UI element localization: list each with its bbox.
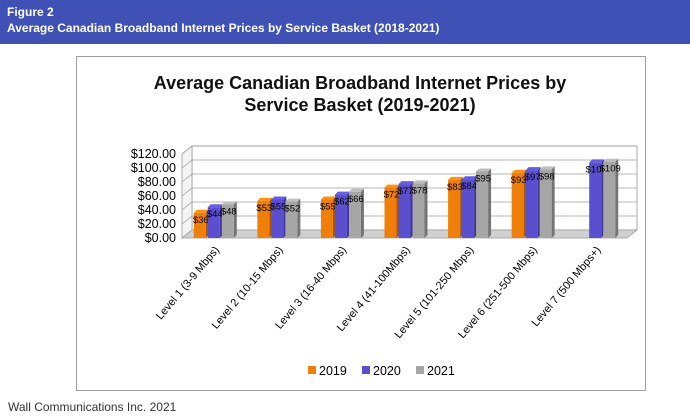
- y-tick-label: $120.00: [131, 147, 176, 161]
- y-tick-label: $60.00: [138, 189, 176, 203]
- bar-top: [539, 166, 555, 170]
- data-label: $55: [270, 202, 286, 213]
- bar-top: [412, 180, 428, 184]
- data-label: $44: [207, 209, 223, 220]
- legend-label: 2021: [427, 364, 455, 378]
- data-label: $84: [461, 181, 477, 192]
- data-label: $109: [600, 164, 621, 175]
- bar: [476, 171, 489, 238]
- y-tick-label: $40.00: [138, 203, 176, 217]
- data-label: $77: [398, 186, 414, 197]
- bar-top: [398, 181, 414, 185]
- y-tick-label: $100.00: [131, 161, 176, 175]
- bar: [412, 183, 425, 238]
- bar-top: [589, 159, 605, 163]
- legend-label: 2019: [319, 364, 347, 378]
- y-tick-label: $0.00: [145, 231, 176, 245]
- bar: [348, 191, 361, 238]
- data-label: $98: [539, 171, 555, 182]
- legend-swatch: [416, 366, 424, 374]
- bar-side: [551, 166, 555, 238]
- figure-title: Average Canadian Broadband Internet Pric…: [7, 21, 440, 35]
- data-label: $72: [384, 190, 400, 201]
- bar-top: [320, 196, 336, 200]
- data-label: $78: [412, 185, 428, 196]
- figure-header: Figure 2 Average Canadian Broadband Inte…: [0, 0, 690, 44]
- bar-top: [271, 196, 287, 200]
- bar: [271, 199, 284, 238]
- source-credit: Wall Communications Inc. 2021: [8, 400, 177, 414]
- bar-chart: Average Canadian Broadband Internet Pric…: [131, 73, 639, 378]
- bar-top: [462, 176, 478, 180]
- x-category-label: Level 4 (41-100Mbps): [335, 244, 413, 334]
- bar: [511, 172, 524, 238]
- data-label: $62: [334, 197, 350, 208]
- bar: [257, 200, 270, 238]
- bar-side: [424, 180, 428, 238]
- data-label: $95: [475, 174, 491, 185]
- figure-number: Figure 2: [7, 5, 54, 19]
- gridline: [181, 159, 637, 169]
- bar-top: [334, 191, 350, 195]
- bar-top: [348, 188, 364, 192]
- bar-top: [476, 168, 492, 172]
- chart-title-line: Service Basket (2019-2021): [244, 95, 475, 115]
- bar-top: [448, 176, 464, 180]
- data-label: $48: [221, 206, 237, 217]
- bar: [603, 161, 616, 238]
- bar: [462, 179, 475, 238]
- legend-swatch: [362, 366, 370, 374]
- data-label: $36: [193, 215, 209, 226]
- bar-top: [384, 184, 400, 188]
- bar: [193, 212, 206, 238]
- legend-label: 2020: [373, 364, 401, 378]
- y-tick-label: $80.00: [138, 175, 176, 189]
- chart-title-line: Average Canadian Broadband Internet Pric…: [154, 73, 566, 93]
- bar: [398, 184, 411, 238]
- bar-top: [511, 169, 527, 173]
- data-label: $97: [525, 172, 541, 183]
- bar: [384, 187, 397, 238]
- bar-top: [285, 198, 301, 202]
- bar-side: [297, 198, 301, 238]
- legend-swatch: [308, 366, 316, 374]
- bar: [334, 194, 347, 238]
- bar-side: [360, 188, 364, 238]
- bar-top: [207, 204, 223, 208]
- bar: [320, 199, 333, 238]
- data-label: $83: [447, 182, 463, 193]
- x-category-label: Level 3 (16-40 Mbps): [273, 244, 349, 331]
- bar: [448, 179, 461, 238]
- data-label: $55: [320, 202, 336, 213]
- bar-top: [525, 167, 541, 171]
- data-label: $53: [256, 203, 272, 214]
- bar-side: [615, 158, 619, 238]
- gridline: [181, 145, 637, 155]
- bar-side: [488, 168, 492, 238]
- chart-frame: Average Canadian Broadband Internet Pric…: [76, 56, 646, 391]
- bar-side: [233, 201, 237, 238]
- bar: [525, 170, 538, 238]
- bar: [589, 162, 602, 238]
- x-category-label: Level 7 (500 Mbps+): [530, 244, 604, 329]
- data-label: $93: [511, 175, 527, 186]
- bar-top: [221, 201, 237, 205]
- bar-top: [193, 209, 209, 213]
- data-label: $66: [348, 194, 364, 205]
- bar: [539, 169, 552, 238]
- bar-top: [257, 197, 273, 201]
- y-tick-label: $20.00: [138, 217, 176, 231]
- bar: [221, 204, 234, 238]
- bar: [207, 207, 220, 238]
- data-label: $108: [586, 164, 607, 175]
- x-category-label: Level 1 (3-9 Mbps): [154, 244, 222, 322]
- bar-top: [603, 158, 619, 162]
- data-label: $52: [284, 204, 300, 215]
- bar: [285, 201, 298, 238]
- x-category-label: Level 2 (10-15 Mbps): [210, 244, 286, 331]
